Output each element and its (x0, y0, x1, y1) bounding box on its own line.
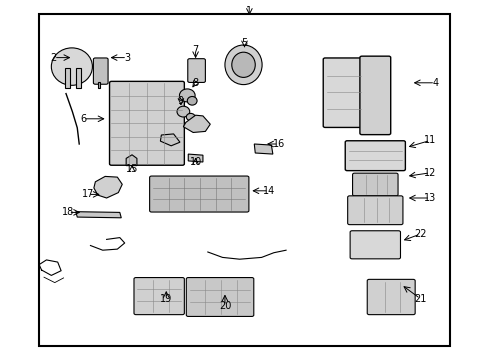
Text: 19: 19 (160, 294, 172, 304)
Bar (98, 82, 100, 88)
Text: 12: 12 (423, 168, 436, 178)
Polygon shape (183, 115, 210, 132)
Ellipse shape (186, 113, 195, 121)
Text: 15: 15 (125, 164, 138, 174)
FancyBboxPatch shape (352, 173, 397, 196)
Ellipse shape (187, 96, 197, 105)
Text: 2: 2 (51, 53, 57, 63)
FancyBboxPatch shape (359, 56, 390, 135)
FancyBboxPatch shape (109, 81, 184, 165)
Text: 3: 3 (124, 53, 130, 63)
Polygon shape (94, 176, 122, 198)
Polygon shape (126, 155, 137, 166)
Ellipse shape (224, 45, 262, 85)
FancyBboxPatch shape (187, 59, 205, 82)
Ellipse shape (51, 48, 92, 85)
Text: 18: 18 (62, 207, 75, 217)
Text: 11: 11 (423, 135, 436, 145)
Polygon shape (76, 212, 121, 218)
FancyBboxPatch shape (93, 58, 108, 84)
Bar (65, 68, 70, 88)
FancyBboxPatch shape (349, 231, 400, 259)
Polygon shape (254, 144, 272, 154)
Bar (76, 68, 81, 88)
Ellipse shape (179, 89, 195, 102)
Text: 9: 9 (178, 96, 183, 106)
Bar (39, 14, 449, 346)
Text: 21: 21 (413, 294, 426, 304)
Text: 4: 4 (431, 78, 437, 88)
FancyBboxPatch shape (366, 279, 414, 315)
Text: 5: 5 (241, 38, 247, 48)
Text: 22: 22 (413, 229, 426, 239)
Ellipse shape (231, 52, 255, 77)
Text: 16: 16 (272, 139, 285, 149)
Text: 8: 8 (192, 78, 198, 88)
Text: 20: 20 (218, 301, 231, 311)
Ellipse shape (177, 106, 189, 117)
Text: 14: 14 (262, 186, 275, 196)
Text: 1: 1 (246, 6, 252, 16)
Polygon shape (160, 134, 180, 146)
FancyBboxPatch shape (347, 196, 402, 225)
Text: 6: 6 (80, 114, 86, 124)
FancyBboxPatch shape (345, 141, 405, 171)
Text: 7: 7 (192, 45, 198, 55)
FancyBboxPatch shape (134, 278, 184, 315)
FancyBboxPatch shape (149, 176, 248, 212)
FancyBboxPatch shape (186, 278, 253, 316)
Text: 17: 17 (81, 189, 94, 199)
Text: 13: 13 (423, 193, 436, 203)
FancyBboxPatch shape (323, 58, 363, 127)
Text: 10: 10 (189, 157, 202, 167)
Polygon shape (188, 154, 203, 162)
